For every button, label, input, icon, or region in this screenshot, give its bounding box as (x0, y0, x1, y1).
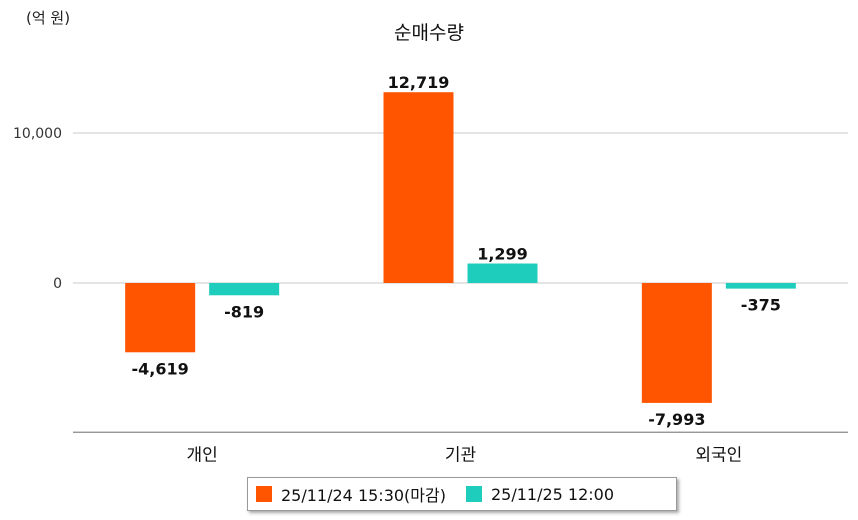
legend-item-series-1[interactable]: 25/11/24 15:30(마감) (256, 482, 446, 506)
legend-item-series-2[interactable]: 25/11/25 12:00 (465, 484, 615, 504)
data-label: -819 (224, 302, 264, 321)
bar (641, 283, 712, 403)
data-label: 12,719 (388, 73, 450, 92)
legend-label-series-2: 25/11/25 12:00 (490, 484, 615, 504)
legend-label-series-1: 25/11/24 15:30(마감) (281, 486, 446, 505)
bar (383, 92, 454, 283)
bar (125, 283, 196, 353)
data-label: -4,619 (132, 359, 189, 378)
x-tick-label: 기관 (445, 445, 476, 465)
chart-title: 순매수량 (394, 22, 464, 44)
y-tick-label: 0 (53, 276, 62, 292)
unit-label: (억 원) (26, 9, 71, 27)
data-label: -375 (741, 296, 781, 315)
bar (467, 263, 538, 283)
x-tick-label: 외국인 (695, 445, 742, 465)
y-tick-label: 10,000 (13, 126, 62, 142)
bar (725, 283, 796, 289)
x-tick-label: 개인 (187, 445, 218, 465)
legend: 25/11/24 15:30(마감) 25/11/25 12:00 (247, 477, 677, 511)
data-label: -7,993 (648, 410, 705, 429)
bar (209, 283, 280, 296)
legend-swatch-series-2 (465, 486, 482, 502)
legend-swatch-series-1 (256, 486, 272, 502)
data-label: 1,299 (477, 245, 528, 264)
